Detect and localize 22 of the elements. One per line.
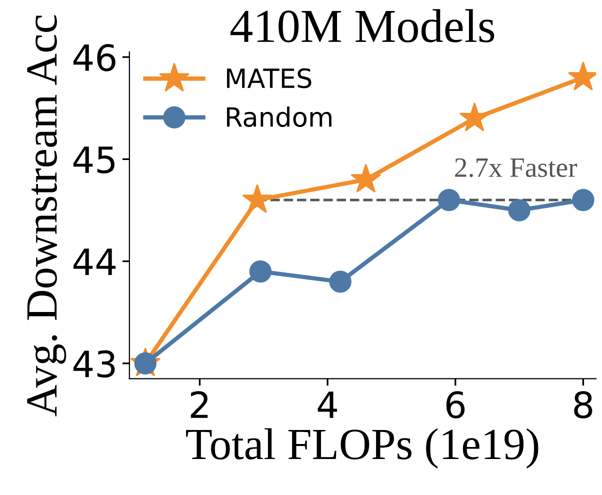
x-tick-label: 4 xyxy=(318,392,338,418)
point xyxy=(242,184,272,214)
point xyxy=(459,102,490,132)
legend-label: MATES xyxy=(227,68,312,88)
x-tick-label: 8 xyxy=(574,391,592,418)
y-tick-label: 45 xyxy=(73,146,114,174)
x-tick-label: 6 xyxy=(446,391,465,418)
point xyxy=(350,164,382,193)
legend-label: Random xyxy=(227,106,332,127)
annotation: 2.7x Faster xyxy=(455,158,578,178)
y-tick-label: 44 xyxy=(73,248,116,275)
x-axis-title: Total FLOPs (1e19) xyxy=(186,428,538,469)
y-tick-label: 43 xyxy=(73,350,115,378)
point xyxy=(249,260,272,283)
y-axis-title: Avg. Downstream Acc xyxy=(27,15,66,416)
point xyxy=(508,199,530,222)
y-tick-label: 46 xyxy=(73,44,116,72)
point xyxy=(572,188,594,212)
point xyxy=(438,188,460,212)
point xyxy=(329,270,352,293)
x-tick-label: 2 xyxy=(190,391,208,418)
chart-title: 410M Models xyxy=(230,9,494,42)
